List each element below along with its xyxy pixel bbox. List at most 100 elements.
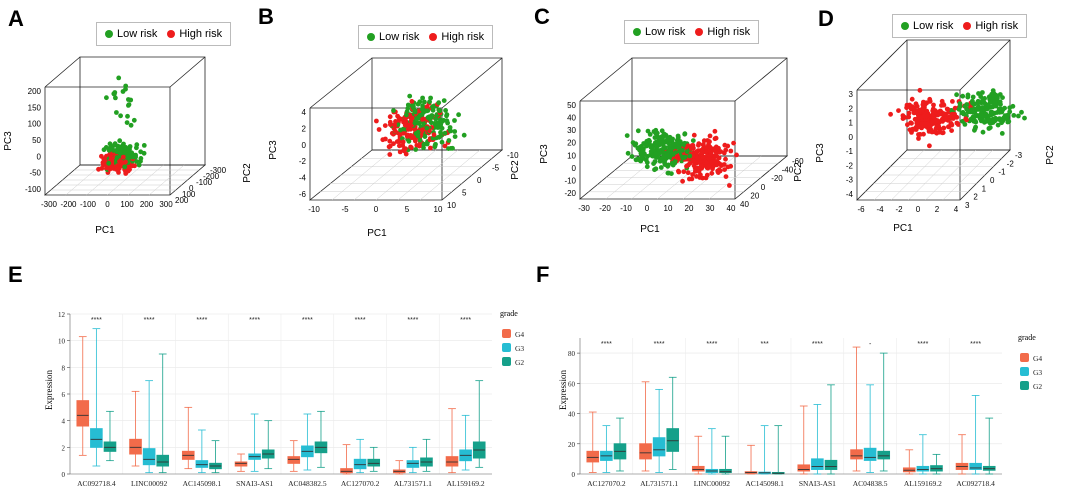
legend-swatch [1020,353,1029,362]
pca-point [118,113,123,119]
pca-point [680,178,685,184]
legend-low-risk: Low risk [645,26,686,38]
pca-point [908,105,914,111]
pca-point [956,106,962,112]
pca-y-tick: 0 [189,184,194,193]
pca-point [635,156,641,162]
pca-z-tick: -50 [29,169,41,178]
box-body [850,449,863,460]
pca-point [452,134,458,139]
pca-point [662,162,668,167]
box-body [340,468,353,474]
pca-z-tick: -2 [846,161,854,170]
pca-z-tick: 0 [37,152,42,161]
pca-point [699,149,705,155]
box-body [445,456,459,467]
pca-point [96,166,101,172]
pca-z-tick: 0 [302,141,307,150]
low-risk-dot-icon [105,30,113,38]
pca-point [398,127,403,133]
pca-point [907,127,913,133]
significance-label: **** [144,317,155,324]
y-tick-label: 40 [568,411,576,419]
pca-point [911,109,917,114]
pca-point [667,147,673,153]
pca-x-tick: 40 [727,204,736,213]
pca-point [677,148,682,154]
pca-x-tick: 0 [916,205,921,214]
pca-point [970,98,975,104]
legend-label: G4 [515,330,524,339]
pca-z-tick: 4 [302,108,307,117]
pca-point [727,183,732,188]
pca-point [973,113,979,119]
pca-point [707,144,713,150]
pca-ylabel-a: PC2 [242,163,253,183]
pca-point [128,122,134,128]
pca-point [971,118,977,124]
pca-point [115,163,120,168]
pca-point [405,127,411,132]
significance-label: **** [917,341,928,348]
pca-z-tick: 0 [572,164,577,173]
pca-point [949,108,954,113]
pca-points-b [374,93,467,157]
boxplot-ylabel-e: Expression [44,370,54,410]
legend-high-risk: High risk [179,28,223,40]
pca-point [448,128,453,134]
pca-z-tick: -1 [846,147,854,156]
pca-xticks-b: -10 -5 0 5 10 [308,205,443,214]
pca-zticks-d: -4 -3 -2 -1 0 1 2 3 [846,90,854,199]
box-body [652,437,666,457]
box-body [969,462,982,470]
pca-point [112,141,118,147]
significance-label: **** [249,317,260,324]
box-body [90,428,103,448]
pca-x-tick: 200 [140,200,154,209]
pca-point [698,163,704,168]
pca-point [391,141,396,147]
legend-low-risk: Low risk [913,20,954,32]
pca-point [136,162,142,168]
pca-point [407,122,412,128]
category-label: SNAI3-AS1 [236,479,273,488]
y-tick-label: 80 [568,350,576,358]
pca-point [422,133,427,138]
pca-point [403,146,408,151]
pca-point [428,95,433,101]
pca-point [927,96,933,102]
pca-point [714,150,719,155]
pca-point [906,114,912,120]
pca-point [413,147,419,152]
pca-point [428,145,433,151]
pca-floor-grid-a [50,164,200,196]
pca-point [114,110,119,115]
significance-label: **** [355,317,366,324]
box-body [287,456,301,464]
pca-point [443,108,448,113]
pca-point [435,125,441,130]
pca-point [682,131,688,137]
pca-point [687,176,692,182]
box-body [824,459,838,470]
category-label: AC048382.5 [288,479,327,488]
pca-y-tick: -10 [507,151,519,160]
pca-point [941,102,946,107]
pca-point [424,108,429,114]
pca-point [439,119,445,125]
pca-y-tick: 1 [982,184,987,193]
pca-point [114,155,120,160]
panel-letter-a: A [8,6,24,31]
box-body [156,454,170,467]
box-body [234,461,248,467]
pca-point [993,92,999,98]
pca-point [117,138,123,144]
low-risk-dot-icon [901,22,909,30]
pca-point [452,118,457,123]
pca-legend-c: Low risk High risk [624,20,760,44]
pca-x-tick: 5 [405,205,410,214]
pca-point [681,169,687,175]
pca-point [941,125,947,131]
pca-x-tick: -100 [80,200,97,209]
pca-point [715,170,721,175]
